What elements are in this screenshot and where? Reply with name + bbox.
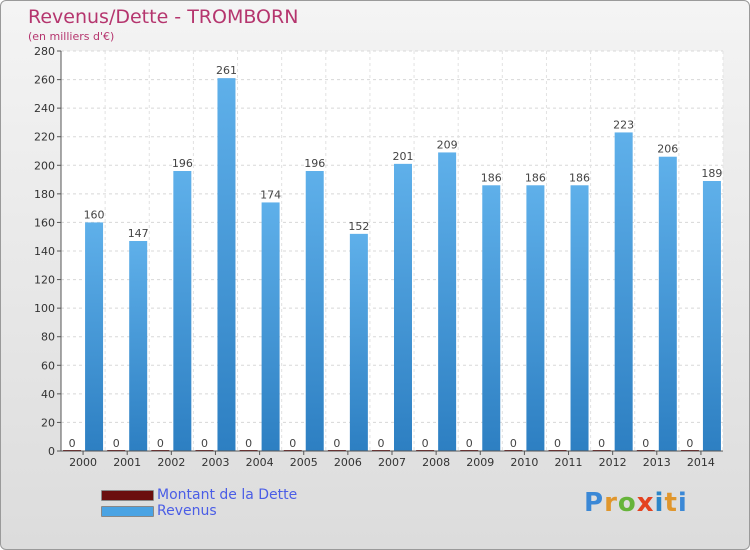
data-label-revenus: 206 [657,143,678,156]
data-label-dette: 0 [642,437,649,450]
bar-revenus-2014 [702,181,721,451]
x-tick-label: 2007 [378,456,406,469]
gridlines [60,50,724,452]
data-label-dette: 0 [466,437,473,450]
logo-letter: x [636,488,655,518]
x-tick-label: 2001 [113,456,141,469]
x-tick-label: 2013 [643,456,671,469]
x-tick-label: 2009 [466,456,494,469]
logo-letter: r [604,488,618,518]
bar-revenus-2001 [129,241,148,451]
data-label-dette: 0 [422,437,429,450]
data-label-revenus: 186 [481,171,502,184]
bar-revenus-2003 [217,78,236,452]
y-tick-label: 240 [34,102,55,115]
data-label-dette: 0 [333,437,340,450]
data-label-dette: 0 [113,437,120,450]
y-tick-label: 120 [34,274,55,287]
data-label-dette: 0 [245,437,252,450]
bar-revenus-2010 [526,185,545,452]
data-label-revenus: 223 [613,118,634,131]
bar-revenus-2002 [173,171,192,451]
y-tick-label: 80 [41,331,55,344]
y-tick-label: 220 [34,131,55,144]
data-label-revenus: 174 [260,188,281,201]
bar-revenus-2005 [305,171,324,451]
legend-label-dette: Montant de la Dette [157,487,298,503]
bar-revenus-2009 [482,185,501,452]
logo-letter: i [654,488,665,518]
chart-subtitle: (en milliers d'€) [28,30,115,43]
data-label-dette: 0 [686,437,693,450]
data-label-revenus: 160 [84,208,105,221]
y-tick-label: 260 [34,74,55,87]
data-label-dette: 0 [598,437,605,450]
bar-revenus-2012 [614,132,633,451]
data-label-dette: 0 [510,437,517,450]
data-label-revenus: 147 [128,227,149,240]
data-label-revenus: 209 [437,138,458,151]
bar-revenus-2007 [394,163,412,451]
data-label-dette: 0 [69,437,76,450]
data-label-revenus: 196 [172,157,193,170]
logo-letter: o [617,488,637,518]
x-tick-label: 2002 [157,456,185,469]
chart-title: Revenus/Dette - TROMBORN [28,6,299,28]
y-tick-label: 100 [34,302,55,315]
logo-letter: i [677,488,688,518]
data-label-revenus: 186 [569,171,590,184]
x-tick-label: 2012 [599,456,627,469]
x-tick-label: 2003 [201,456,229,469]
y-tick-label: 140 [34,245,55,258]
data-label-revenus: 186 [525,171,546,184]
bar-revenus-2004 [261,202,280,451]
legend-swatch-revenus [101,506,154,517]
bar-revenus-2008 [438,152,457,451]
x-tick-label: 2011 [555,456,583,469]
data-label-revenus: 261 [216,64,237,77]
y-tick-label: 200 [34,159,55,172]
data-label-revenus: 201 [393,150,414,163]
x-tick-label: 2000 [69,456,97,469]
data-label-dette: 0 [289,437,296,450]
bar-revenus-2013 [658,156,677,451]
y-tick-label: 160 [34,216,55,229]
data-label-revenus: 189 [701,167,722,180]
labels-group: 0 20 40 60 80 100 120 140 160 180 200 220 240 260 280 0… [34,45,722,469]
bars-group [63,78,721,452]
data-label-revenus: 196 [304,157,325,170]
y-tick-label: 180 [34,188,55,201]
data-label-dette: 0 [201,437,208,450]
bar-revenus-2006 [349,233,368,451]
x-tick-label: 2014 [687,456,715,469]
bar-revenus-2000 [85,222,104,451]
logo-letter: t [664,488,678,518]
x-tick-label: 2005 [290,456,318,469]
y-tick-label: 280 [34,45,55,58]
proxiti-logo: Proxiti [584,488,688,518]
data-label-dette: 0 [157,437,164,450]
x-tick-label: 2008 [422,456,450,469]
axes-group [57,50,723,455]
logo-letter: P [584,488,605,518]
x-tick-label: 2010 [510,456,538,469]
data-label-revenus: 152 [348,220,369,233]
data-label-dette: 0 [554,437,561,450]
legend-label-revenus: Revenus [157,503,217,519]
x-tick-label: 2004 [246,456,274,469]
y-tick-label: 0 [48,445,55,458]
y-tick-label: 60 [41,359,55,372]
data-label-dette: 0 [378,437,385,450]
y-tick-label: 20 [41,416,55,429]
y-tick-label: 40 [41,388,55,401]
x-tick-label: 2006 [334,456,362,469]
legend-swatch-dette [101,490,154,501]
bar-revenus-2011 [570,185,589,452]
